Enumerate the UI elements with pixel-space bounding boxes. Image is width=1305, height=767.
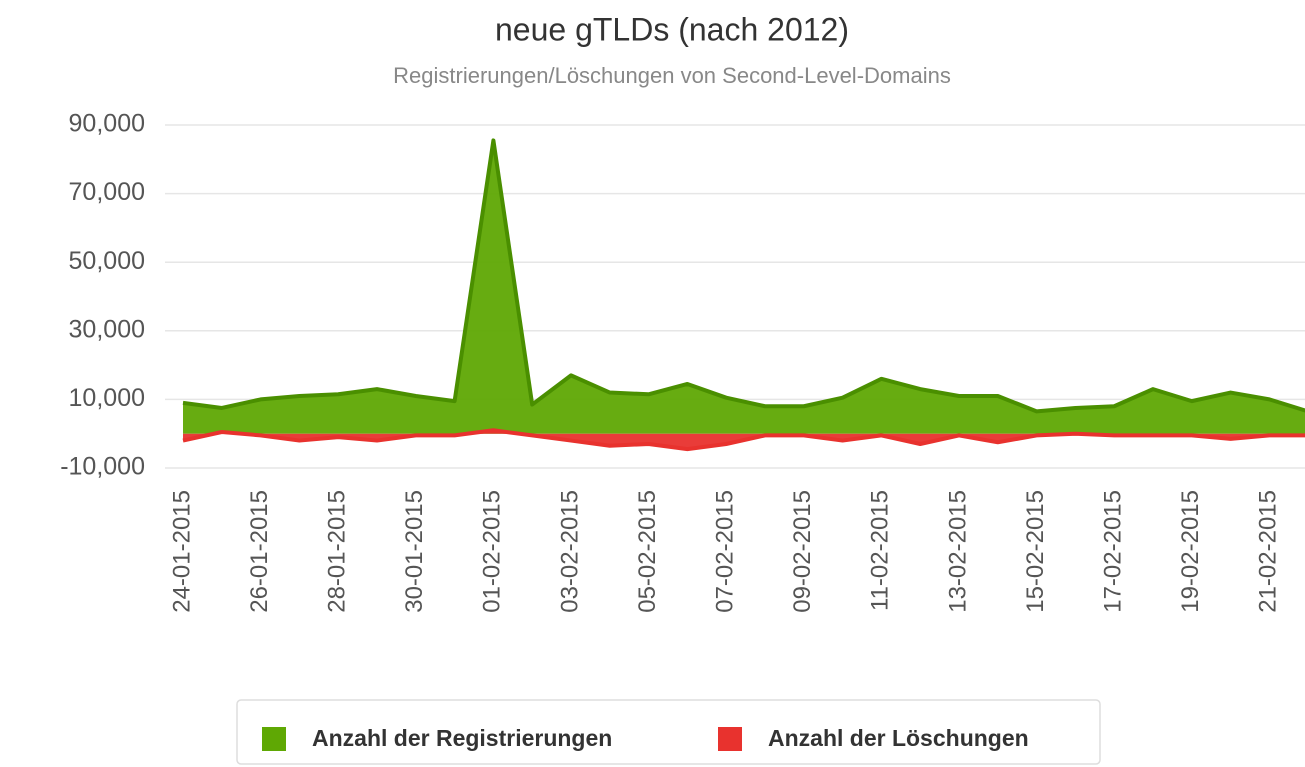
x-tick-label: 03-02-2015 <box>556 490 583 613</box>
x-tick-label: 13-02-2015 <box>944 490 971 613</box>
chart-title: neue gTLDs (nach 2012) <box>495 11 849 47</box>
x-tick-label: 19-02-2015 <box>1177 490 1204 613</box>
chart-subtitle: Registrierungen/Löschungen von Second-Le… <box>393 63 951 88</box>
x-tick-label: 07-02-2015 <box>712 490 739 613</box>
x-tick-label: 11-02-2015 <box>867 490 894 611</box>
x-tick-label: 26-01-2015 <box>246 490 273 613</box>
x-tick-label: 15-02-2015 <box>1022 490 1049 613</box>
legend-box <box>236 699 1101 765</box>
x-tick-label: 24-01-2015 <box>168 490 195 613</box>
x-tick-label: 09-02-2015 <box>789 490 816 613</box>
x-tick-label: 21-02-2015 <box>1255 490 1282 613</box>
legend-label: Anzahl der Löschungen <box>768 725 1029 751</box>
y-tick-label: 10,000 <box>69 384 145 412</box>
area-fill <box>183 140 1305 434</box>
y-tick-label: 50,000 <box>69 247 145 275</box>
area-line <box>182 138 1305 414</box>
x-tick-label: 01-02-2015 <box>479 490 506 613</box>
legend-swatch <box>718 727 742 751</box>
y-tick-label: 90,000 <box>69 110 145 138</box>
y-tick-label: 70,000 <box>69 178 145 206</box>
y-tick-label: 30,000 <box>69 315 145 343</box>
legend-swatch <box>262 727 286 751</box>
area-line <box>182 428 1305 452</box>
x-tick-label: 30-01-2015 <box>401 490 428 613</box>
y-tick-label: -10,000 <box>60 453 145 481</box>
x-tick-label: 28-01-2015 <box>324 490 351 613</box>
x-tick-label: 17-02-2015 <box>1100 490 1127 613</box>
legend-label: Anzahl der Registrierungen <box>312 725 612 751</box>
x-tick-label: 05-02-2015 <box>634 490 661 613</box>
